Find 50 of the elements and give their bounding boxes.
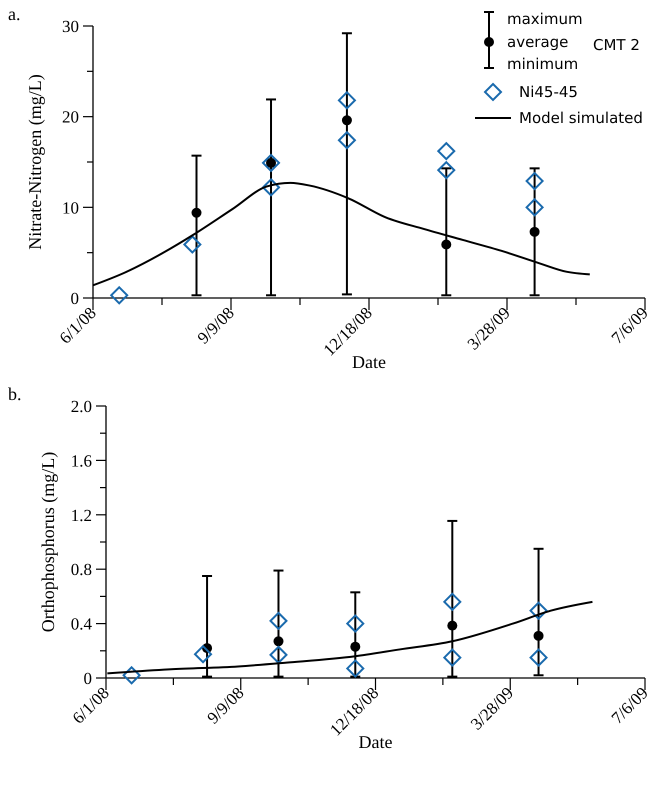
x-axis-title: Date xyxy=(352,352,386,372)
annotation: maximum xyxy=(507,10,583,28)
y-tick-label: 1.2 xyxy=(70,506,92,525)
point xyxy=(192,208,202,218)
point xyxy=(526,198,544,216)
point xyxy=(437,142,456,160)
chart-title: b. xyxy=(8,384,22,404)
point xyxy=(338,131,356,150)
point xyxy=(437,161,456,180)
point xyxy=(262,178,280,196)
y-tick-label: 20 xyxy=(62,108,79,127)
point xyxy=(194,645,212,664)
point xyxy=(346,614,364,633)
point xyxy=(346,659,364,678)
point xyxy=(122,666,141,684)
point xyxy=(342,115,352,126)
point xyxy=(183,236,202,254)
point xyxy=(273,636,284,646)
y-tick-label: 30 xyxy=(62,17,79,36)
point xyxy=(269,646,288,664)
x-axis-title: Date xyxy=(358,732,392,752)
point xyxy=(530,602,548,620)
y-axis-title: Orthophosphorus (mg/L) xyxy=(38,452,58,632)
y-tick-label: 0.8 xyxy=(70,560,92,580)
point xyxy=(269,612,288,630)
y-tick-label: 2.0 xyxy=(70,397,92,416)
point xyxy=(338,91,356,110)
point xyxy=(110,286,128,304)
y-tick-label: 1.6 xyxy=(70,451,92,470)
point xyxy=(530,226,540,237)
legend-title: CMT 2 xyxy=(593,36,640,54)
y-axis-title: Nitrate-Nitrogen (mg/L) xyxy=(25,74,45,250)
y-tick-label: 0.4 xyxy=(70,614,92,634)
point xyxy=(262,154,280,172)
point xyxy=(443,648,462,667)
annotation: minimum xyxy=(507,55,578,73)
legend-label: Model simulated xyxy=(519,109,643,127)
chart-title: a. xyxy=(8,4,20,24)
point xyxy=(526,172,544,190)
y-tick-label: 0 xyxy=(84,669,92,688)
point xyxy=(530,648,548,667)
point xyxy=(443,592,462,611)
point xyxy=(534,630,544,641)
point xyxy=(350,642,360,652)
y-tick-label: 10 xyxy=(62,198,79,218)
legend-label: average xyxy=(507,33,568,51)
legend-label: Ni45-45 xyxy=(519,83,578,101)
point xyxy=(447,620,458,631)
point xyxy=(441,240,452,250)
y-tick-label: 0 xyxy=(70,289,79,308)
